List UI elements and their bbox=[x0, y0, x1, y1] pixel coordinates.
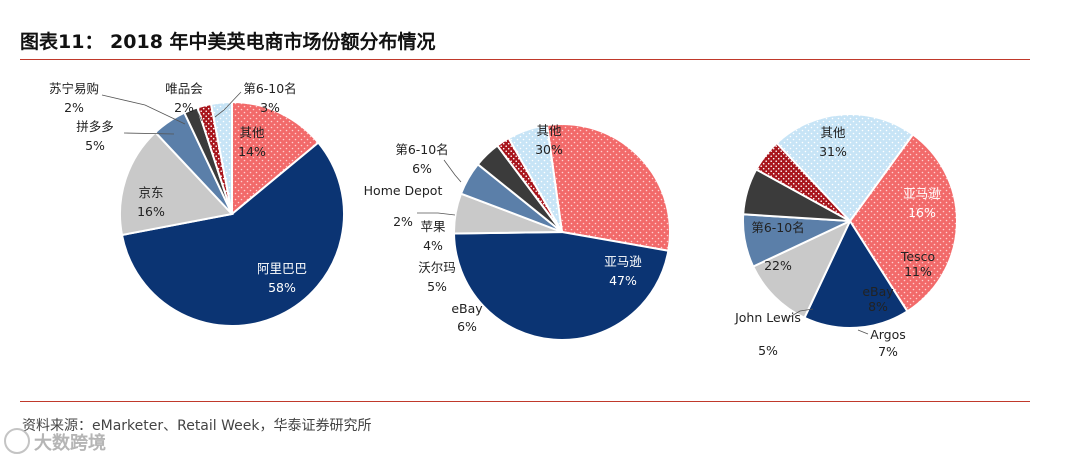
label-uk-johnlewis-pct: 5% bbox=[758, 343, 778, 358]
label-china-other-name: 其他 bbox=[239, 125, 265, 140]
label-uk-tesco-name: Tesco bbox=[900, 249, 935, 264]
label-uk-amazon-name: 亚马逊 bbox=[903, 186, 941, 201]
label-china-top-pct: 3% bbox=[260, 100, 280, 115]
leader-china-top bbox=[214, 91, 242, 118]
leader-us-top bbox=[443, 159, 462, 183]
label-china-alibaba-pct: 58% bbox=[268, 280, 296, 295]
watermark-text: 大数跨境 bbox=[34, 433, 106, 454]
label-china-pdd-pct: 5% bbox=[85, 138, 105, 153]
slice-us-other bbox=[545, 123, 671, 252]
label-uk-ebay-name: eBay bbox=[862, 284, 894, 299]
slice-uk-tesco bbox=[751, 218, 853, 320]
label-china-suning-pct: 2% bbox=[64, 100, 84, 115]
label-us-other-pct: 30% bbox=[535, 142, 563, 157]
label-us-amazon-pct: 47% bbox=[609, 273, 637, 288]
label-china-vip-name: 唯品会 bbox=[165, 81, 203, 96]
label-uk-argos-pct: 7% bbox=[878, 344, 898, 359]
label-us-walmart-name: 沃尔玛 bbox=[418, 260, 456, 275]
label-uk-argos-name: Argos bbox=[870, 327, 906, 342]
bottom-rule bbox=[20, 401, 1030, 402]
leader-uk-johnlewis bbox=[787, 308, 814, 319]
figure-title: 图表11： 2018 年中美英电商市场份额分布情况 bbox=[20, 31, 436, 53]
label-china-vip-pct: 2% bbox=[174, 100, 194, 115]
label-us-top-name: 第6-10名 bbox=[395, 142, 448, 157]
slice-uk-other bbox=[848, 133, 958, 313]
label-us-apple-pct: 4% bbox=[423, 238, 443, 253]
label-china-alibaba-name: 阿里巴巴 bbox=[257, 261, 307, 276]
leader-us-homedepot bbox=[417, 212, 456, 216]
label-us-ebay-pct: 6% bbox=[457, 319, 477, 334]
slice-uk-top6-10 bbox=[775, 113, 915, 223]
label-china-jd-pct: 16% bbox=[137, 204, 165, 219]
label-uk-other-name: 其他 bbox=[820, 125, 846, 140]
label-us-top-pct: 6% bbox=[412, 161, 432, 176]
watermark-icon bbox=[4, 428, 30, 454]
top-rule bbox=[20, 59, 1030, 60]
label-uk-ebay-pct: 8% bbox=[868, 299, 888, 314]
label-us-ebay-name: eBay bbox=[451, 301, 483, 316]
pie-uk: 其他 31% 亚马逊 16% Tesco 11% eBay 8% Argos 7… bbox=[734, 113, 958, 359]
label-china-suning-name: 苏宁易购 bbox=[49, 81, 99, 96]
pie-us: 其他 30% 亚马逊 47% eBay 6% 沃尔玛 5% 苹果 4% Home… bbox=[364, 123, 671, 341]
label-china-other-pct: 14% bbox=[238, 144, 266, 159]
leader-china-pdd bbox=[123, 132, 175, 135]
label-uk-amazon-pct: 16% bbox=[908, 205, 936, 220]
slice-china-other bbox=[231, 100, 320, 217]
slice-china-alibaba bbox=[120, 141, 345, 327]
watermark: 大数跨境 bbox=[4, 428, 106, 455]
label-uk-other-pct: 31% bbox=[819, 144, 847, 159]
label-us-homedepot-pct: 2% bbox=[393, 214, 413, 229]
label-china-jd-name: 京东 bbox=[138, 185, 163, 200]
leader-uk-argos bbox=[857, 329, 869, 335]
slice-us-amazon bbox=[452, 230, 670, 341]
slice-china-jd bbox=[119, 130, 234, 237]
label-us-apple-name: 苹果 bbox=[420, 219, 446, 234]
slice-us-top6-10 bbox=[507, 123, 563, 233]
label-china-top-name: 第6-10名 bbox=[243, 81, 296, 96]
label-us-other-name: 其他 bbox=[536, 123, 562, 138]
source-note: 资料来源：eMarketer、Retail Week，华泰证券研究所 bbox=[22, 418, 372, 434]
label-uk-tesco-pct: 11% bbox=[904, 264, 932, 279]
label-china-pdd-name: 拼多多 bbox=[76, 119, 114, 134]
label-uk-johnlewis-name: John Lewis bbox=[734, 310, 801, 325]
label-uk-top-pct: 22% bbox=[764, 258, 792, 273]
leader-china-vip bbox=[196, 110, 203, 122]
label-us-walmart-pct: 5% bbox=[427, 279, 447, 294]
pie-charts: 其他 14% 阿里巴巴 58% 京东 16% 拼多多 5% 苏宁易购 2% 唯品… bbox=[49, 81, 958, 359]
slice-uk-amazon bbox=[803, 218, 909, 329]
label-uk-top-name: 第6-10名 bbox=[751, 220, 804, 235]
label-us-homedepot-name: Home Depot bbox=[364, 183, 443, 198]
pie-china: 其他 14% 阿里巴巴 58% 京东 16% 拼多多 5% 苏宁易购 2% 唯品… bbox=[49, 81, 345, 327]
leader-china-suning bbox=[101, 94, 186, 125]
label-us-amazon-name: 亚马逊 bbox=[604, 254, 642, 269]
